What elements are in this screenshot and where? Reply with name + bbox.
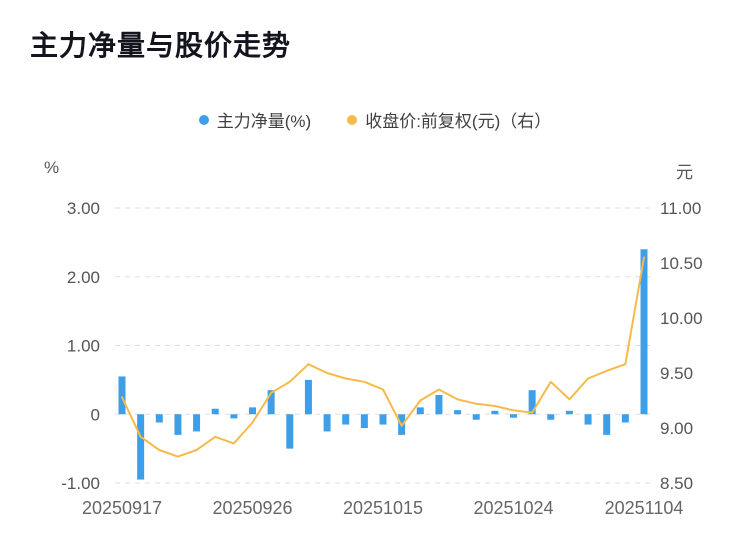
net-volume-bar (155, 414, 163, 423)
left-axis-tick-label: 2.00 (67, 268, 100, 287)
net-volume-bar (174, 414, 182, 435)
net-volume-bar (547, 414, 555, 420)
right-axis-tick-label: 10.50 (660, 254, 703, 273)
net-volume-bar (267, 390, 275, 415)
legend-dot-icon (198, 114, 209, 125)
left-axis-unit: % (44, 158, 60, 177)
net-volume-bar (565, 410, 573, 415)
net-volume-bar (416, 407, 424, 415)
net-volume-bar (342, 414, 350, 425)
x-axis-tick-label: 20251015 (343, 498, 423, 518)
net-volume-bar (230, 414, 238, 419)
net-volume-bar (603, 414, 611, 435)
net-volume-bar (360, 414, 368, 428)
net-volume-bar (528, 390, 536, 415)
net-volume-bar (304, 379, 312, 415)
net-volume-bar (379, 414, 387, 425)
net-volume-bar (454, 410, 462, 415)
x-axis-tick-label: 20250917 (82, 498, 162, 518)
left-axis-tick-label: 3.00 (67, 199, 100, 218)
legend-item-close-price[interactable]: 收盘价:前复权(元)（右） (347, 107, 551, 132)
legend-label-main-net-volume: 主力净量(%) (216, 112, 312, 131)
net-volume-bar (491, 410, 499, 415)
net-volume-bar (640, 249, 648, 415)
chart-title: 主力净量与股价走势 (30, 30, 292, 61)
left-axis-tick-label: 0 (91, 405, 100, 424)
right-axis-tick-label: 11.00 (660, 199, 701, 218)
net-volume-bar (621, 414, 629, 423)
net-volume-bar (249, 407, 256, 415)
net-volume-bar (193, 414, 201, 432)
net-volume-bar (472, 414, 480, 420)
net-volume-bar (118, 376, 126, 415)
legend-item-main-net-volume[interactable]: 主力净量(%) (198, 107, 312, 132)
legend-label-close-price: 收盘价:前复权(元)（右） (365, 112, 552, 131)
net-volume-bar (584, 414, 592, 425)
net-volume-bar (435, 395, 443, 415)
right-axis-tick-label: 9.50 (660, 364, 693, 383)
right-axis-tick-label: 9.00 (660, 419, 693, 438)
legend: 主力净量(%) 收盘价:前复权(元)（右） (0, 107, 750, 132)
net-volume-bar (323, 414, 331, 432)
x-axis-tick-label: 20250926 (212, 498, 292, 518)
net-volume-bar (211, 408, 219, 415)
close-price-line (121, 256, 645, 458)
left-axis-tick-label: 1.00 (67, 337, 100, 356)
x-axis-tick-label: 20251024 (473, 498, 553, 518)
net-volume-bar (510, 414, 517, 418)
legend-dot-icon (347, 114, 358, 125)
net-volume-bar (137, 414, 145, 480)
right-axis-tick-label: 8.50 (660, 474, 693, 493)
right-axis-tick-label: 10.00 (660, 309, 703, 328)
x-axis-tick-label: 20251104 (605, 498, 684, 518)
right-axis-unit: 元 (676, 163, 693, 182)
left-axis-tick-label: -1.00 (61, 474, 100, 493)
net-volume-bar (286, 414, 294, 449)
